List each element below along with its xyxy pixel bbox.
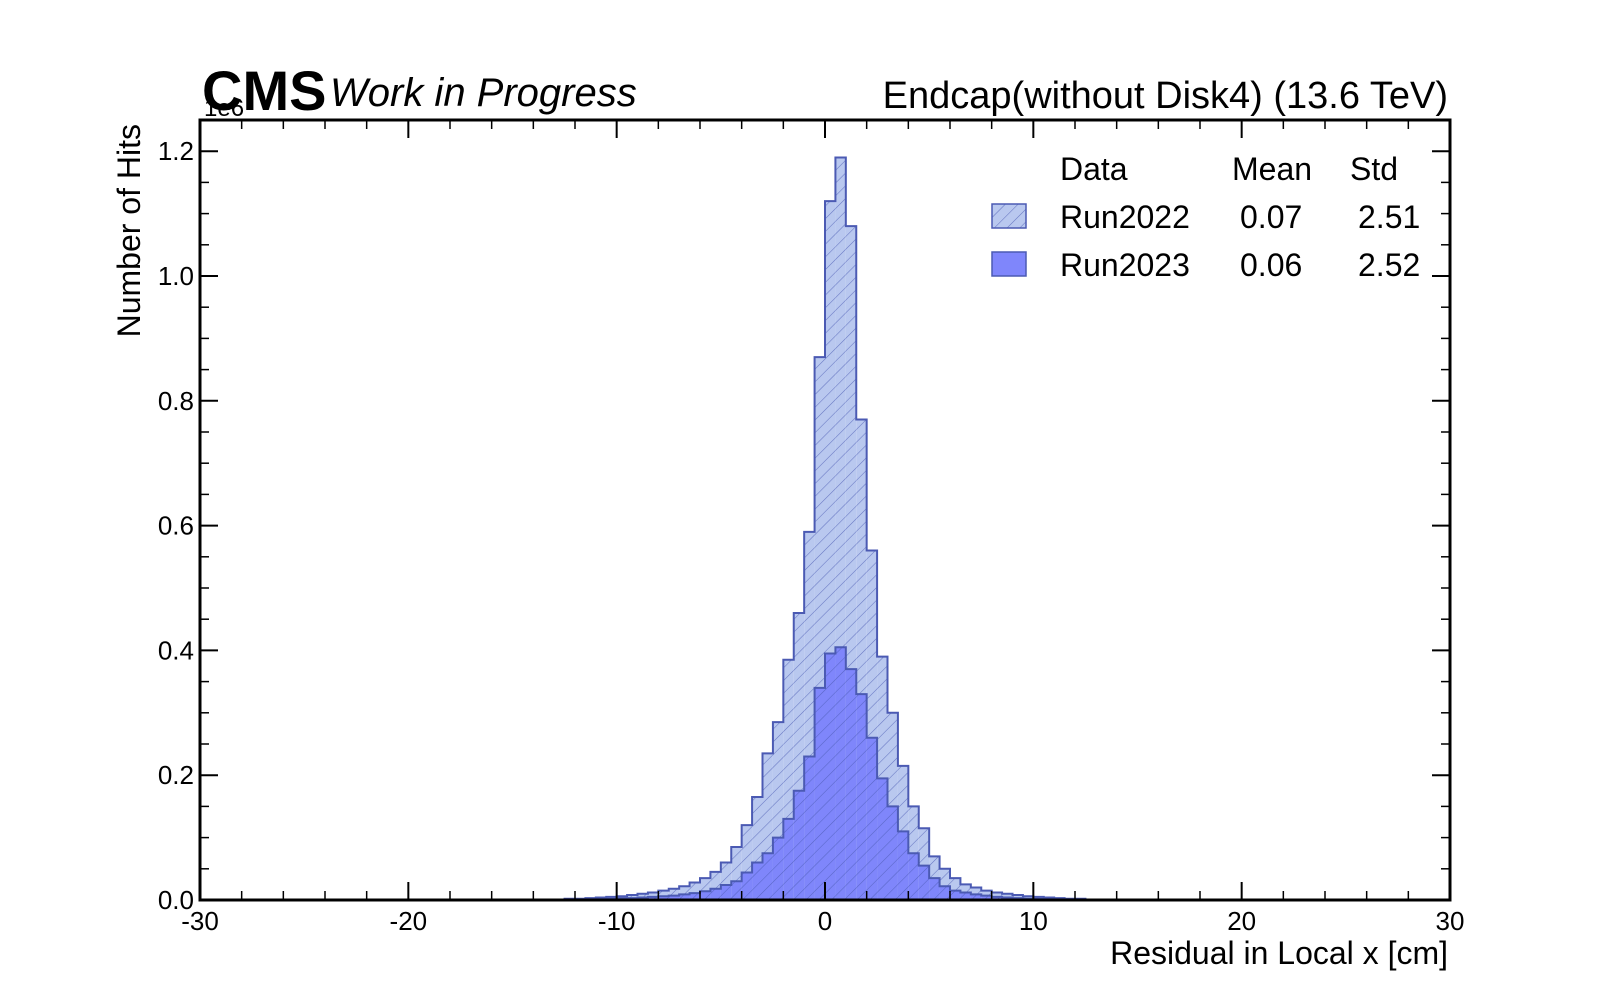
bar-hatch-run2023 [991,896,1003,900]
bar-hatch-run2022 [835,157,846,900]
bar-hatch-run2023 [825,653,836,900]
bar-hatch-run2023 [814,687,825,900]
status-label: Work in Progress [330,71,637,115]
bar-hatch-run2022 [741,825,753,900]
bar-hatch-run2023 [658,896,669,900]
bar-hatch-run2022 [814,357,825,900]
legend-header-mean: Mean [1232,151,1312,187]
bar-hatch-run2022 [793,612,805,900]
y-scale-label: 1e6 [204,95,244,122]
bar-hatch-run2022 [866,550,878,900]
bar-hatch-run2023 [908,853,919,900]
legend-swatch-run2023 [991,251,1027,277]
bar-hatch-run2022 [689,882,700,900]
y-tick-label: 0.8 [158,386,194,416]
bar-hatch-run2023 [679,894,690,900]
bar-hatch-run2023 [700,891,711,900]
bar-hatch-run2023 [950,890,961,900]
plot-title-right: Endcap(without Disk4) (13.6 TeV) [883,75,1448,117]
bar-hatch-run2022 [710,871,721,900]
legend-entry-run2022-std: 2.51 [1358,199,1420,235]
bar-hatch-run2022 [731,846,742,900]
y-tick-label: 1.0 [158,261,194,291]
x-tick-label: -20 [390,906,428,936]
legend-swatch-run2022-hatch [992,204,1026,228]
bar-hatch-run2023 [741,872,753,900]
bar-hatch-run2022 [700,878,711,900]
legend-header-data: Data [1060,151,1128,187]
bar-hatch-run2023 [668,895,680,900]
y-axis-label: Number of Hits [111,124,147,337]
bar-hatch-run2022 [845,226,857,900]
bar-hatch-run2022 [950,878,961,900]
bar-hatch-run2023 [960,892,971,900]
x-tick-label: 20 [1227,906,1256,936]
x-tick-label: 10 [1019,906,1048,936]
x-tick-label: 30 [1436,906,1465,936]
bar-hatch-run2023 [918,865,930,900]
legend-entry-run2022-name: Run2022 [1060,199,1190,235]
bar-hatch-run2022 [720,862,732,900]
bar-hatch-run2022 [825,201,836,900]
bar-hatch-run2022 [856,419,867,900]
bar-hatch-run2023 [731,881,742,900]
y-tick-label: 0.4 [158,635,194,665]
legend-header-std: Std [1350,151,1398,187]
histogram-series [563,156,1087,900]
bar-hatch-run2022 [918,828,930,900]
bar-hatch-run2023 [647,896,659,900]
bar-hatch-run2023 [720,885,732,900]
bar-hatch-run2023 [981,895,992,900]
y-tick-label: 1.2 [158,136,194,166]
bar-hatch-run2023 [804,756,815,900]
bar-hatch-run2023 [845,669,857,900]
bar-hatch-run2023 [877,778,888,900]
bar-hatch-run2023 [689,893,700,900]
bar-hatch-run2023 [929,878,940,900]
bar-hatch-run2023 [897,831,909,900]
legend: Data Mean Std Run2022 0.07 2.51 Run2023 … [991,151,1420,283]
outline-run2023 [563,646,1087,900]
bar-hatch-run2022 [679,886,690,900]
bar-hatch-run2022 [762,753,773,900]
bar-hatch-run2023 [939,886,950,900]
bar-hatch-run2023 [783,818,794,900]
bar-hatch-run2022 [752,797,763,900]
bar-hatch-run2023 [793,790,805,900]
bar-hatch-run2022 [939,868,950,900]
legend-entry-run2023-name: Run2023 [1060,247,1190,283]
bar-hatch-run2023 [752,862,763,900]
bar-hatch-run2023 [835,647,846,900]
y-tick-label: 0.2 [158,760,194,790]
bar-hatch-run2023 [710,888,721,900]
legend-entry-run2023-std: 2.52 [1358,247,1420,283]
bar-hatch-run2023 [887,806,898,900]
bar-hatch-run2022 [772,722,784,900]
x-tick-label: 0 [818,906,832,936]
bar-hatch-run2022 [783,659,794,900]
bar-hatch-run2023 [772,837,784,900]
axis-ticks: -30 -20 -10 0 10 20 30 0.0 0.2 0.4 0.6 0.8 1.0 1.2 [158,119,1465,936]
series-run2023 [563,646,1087,900]
legend-entry-run2023-mean: 0.06 [1240,247,1302,283]
plot-area [563,156,1087,900]
plot-frame [198,118,1452,902]
x-axis-label: Residual in Local x [cm] [1110,935,1448,971]
bar-hatch-run2023 [866,737,878,900]
y-tick-label: 0.6 [158,511,194,541]
bar-hatch-run2023 [762,853,773,900]
outline-run2022 [563,156,1087,900]
y-tick-label: 0.0 [158,885,194,915]
bar-hatch-run2023 [970,894,982,900]
x-tick-label: -10 [598,906,636,936]
bar-hatch-run2022 [668,888,680,900]
legend-entry-run2022-mean: 0.07 [1240,199,1302,235]
bar-hatch-run2023 [856,694,867,900]
cms-label: CMS [202,59,326,122]
x-tick-label: -30 [181,906,219,936]
bar-hatch-run2022 [804,531,815,900]
